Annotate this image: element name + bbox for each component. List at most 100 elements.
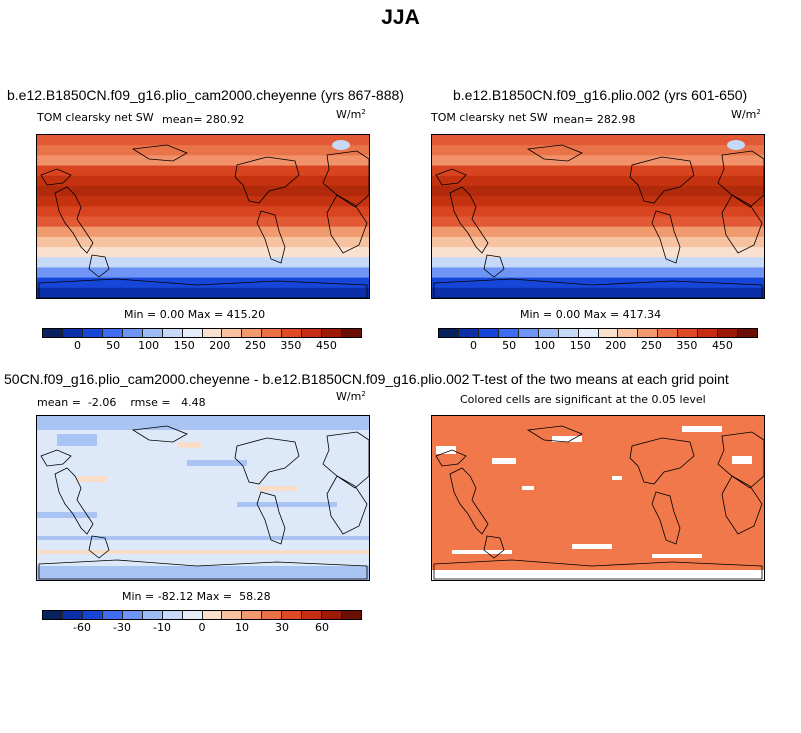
panel-2-colorbar — [438, 328, 758, 338]
coastline-outline — [38, 278, 368, 298]
colorbar-tick-label: 50 — [106, 339, 121, 352]
coastline-outline — [629, 156, 695, 204]
panel-3-stats: mean = -2.06 rmse = 4.48 — [37, 396, 206, 409]
coastline-outline — [326, 194, 368, 254]
difference-anomaly-patch — [37, 566, 369, 580]
colorbar-swatch — [43, 611, 63, 619]
coastline-outline — [88, 535, 110, 559]
latitude-band — [432, 135, 764, 146]
nonsignificant-cells — [522, 486, 534, 490]
coastline-outline — [717, 431, 764, 489]
coastline-outline — [38, 559, 368, 580]
panel-2-variable: TOM clearsky net SW — [431, 111, 548, 124]
colorbar-swatch — [658, 329, 679, 337]
colorbar-swatch — [82, 611, 103, 619]
panel-4-map — [431, 415, 765, 581]
panel-3-map — [36, 415, 370, 581]
colorbar-swatch — [458, 329, 479, 337]
colorbar-tick-label: 250 — [244, 339, 266, 352]
latitude-band — [37, 267, 369, 279]
coastline-outline — [131, 425, 188, 443]
colorbar-swatch — [698, 329, 719, 337]
coastline-outline — [256, 210, 286, 264]
colorbar-swatch — [718, 329, 739, 337]
coastline-outline — [721, 475, 763, 535]
panel-1-map — [36, 134, 370, 299]
latitude-band — [432, 206, 764, 218]
latitude-band — [432, 175, 764, 187]
colorbar-tick-label: 150 — [173, 339, 195, 352]
latitude-band — [432, 236, 764, 248]
colorbar-swatch — [142, 329, 163, 337]
latitude-band — [37, 226, 369, 238]
difference-anomaly-patch — [37, 550, 369, 554]
colorbar-swatch — [162, 329, 183, 337]
coastline-outline — [40, 449, 72, 467]
coastline-outline — [322, 431, 369, 489]
panel-1-map-canvas — [37, 135, 369, 298]
colorbar-swatch — [342, 329, 361, 337]
difference-anomaly-patch — [187, 460, 247, 466]
colorbar-swatch — [242, 611, 263, 619]
colorbar-swatch — [282, 611, 303, 619]
colorbar-swatch — [162, 611, 183, 619]
panel-2-map-canvas — [432, 135, 764, 298]
difference-anomaly-patch — [77, 476, 107, 482]
coastline-outline — [256, 491, 286, 545]
panel-3-minmax: Min = -82.12 Max = 58.28 — [122, 590, 271, 603]
difference-anomaly-patch — [257, 486, 297, 491]
colorbar-swatch — [342, 611, 361, 619]
colorbar-tick-label: -30 — [113, 621, 131, 634]
colorbar-swatch — [282, 329, 303, 337]
latitude-band — [432, 226, 764, 238]
colorbar-tick-label: 450 — [711, 339, 733, 352]
colorbar-tick-label: -10 — [153, 621, 171, 634]
colorbar-swatch — [182, 611, 203, 619]
colorbar-tick-label: 30 — [275, 621, 289, 634]
coastline-outline — [651, 491, 681, 545]
colorbar-tick-label: 200 — [605, 339, 627, 352]
panel-3-colorbar-ticks: -60 -30 -10 0 10 30 60 — [42, 621, 362, 635]
latitude-band — [432, 277, 764, 289]
latitude-band — [432, 165, 764, 177]
colorbar-swatch — [678, 329, 699, 337]
panel-2-mean: mean= 282.98 — [553, 113, 636, 126]
coastline-outline — [433, 559, 763, 580]
panel-4-title: T-test of the two means at each grid poi… — [472, 371, 729, 387]
coastline-outline — [721, 194, 763, 254]
coastline-outline — [322, 150, 369, 208]
latitude-band — [37, 247, 369, 258]
latitude-band — [432, 196, 764, 207]
panel-3-units: W/m2 — [336, 390, 366, 403]
colorbar-swatch — [518, 329, 539, 337]
coastline-outline — [234, 156, 300, 204]
colorbar-tick-label: 0 — [74, 339, 82, 352]
panel-2-colorbar-ticks: 0 50 100 150 200 250 350 450 — [438, 339, 758, 353]
colorbar-swatch — [242, 329, 263, 337]
latitude-band — [432, 185, 764, 197]
difference-anomaly-patch — [37, 536, 369, 540]
panel-1-units: W/m2 — [336, 108, 366, 121]
latitude-band — [37, 135, 369, 146]
colorbar-tick-label: 100 — [138, 339, 160, 352]
nonsignificant-cells — [652, 554, 702, 558]
difference-anomaly-patch — [57, 434, 97, 446]
colorbar-tick-label: 0 — [198, 621, 206, 634]
colorbar-tick-label: -60 — [73, 621, 91, 634]
colorbar-swatch — [558, 329, 579, 337]
panel-3-title: 50CN.f09_g16.plio_cam2000.cheyenne - b.e… — [4, 371, 470, 387]
latitude-band — [432, 287, 764, 298]
colorbar-tick-label: 250 — [640, 339, 662, 352]
colorbar-tick-label: 350 — [676, 339, 698, 352]
panel-3-colorbar — [42, 610, 362, 620]
coastline-outline — [717, 150, 764, 208]
colorbar-swatch — [82, 329, 103, 337]
colorbar-swatch — [598, 329, 619, 337]
nonsignificant-cells — [436, 446, 456, 454]
nonsignificant-cells — [682, 426, 722, 432]
colorbar-swatch — [142, 611, 163, 619]
colorbar-swatch — [62, 611, 83, 619]
colorbar-swatch — [222, 611, 243, 619]
colorbar-swatch — [538, 329, 559, 337]
latitude-band — [37, 175, 369, 187]
